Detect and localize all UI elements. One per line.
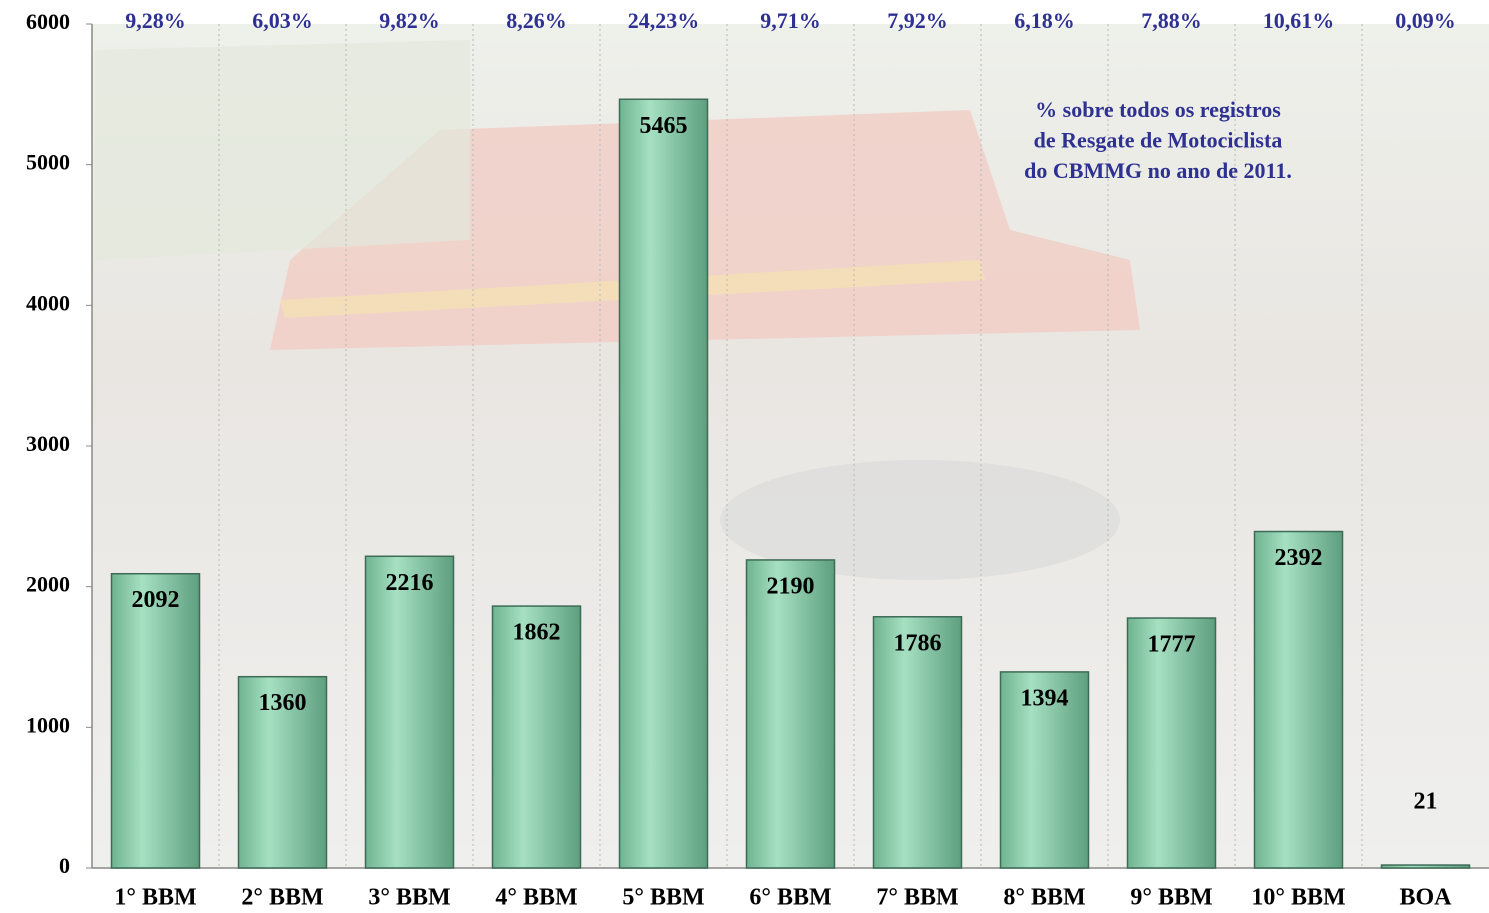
value-label: 1862 bbox=[513, 620, 561, 646]
value-label: 2190 bbox=[767, 573, 815, 599]
percent-label: 10,61% bbox=[1263, 8, 1335, 33]
annotation: do CBMMG no ano de 2011. bbox=[1024, 158, 1292, 183]
value-label: 21 bbox=[1414, 789, 1438, 815]
bar bbox=[364, 555, 455, 869]
annotation: % sobre todos os registros bbox=[1035, 97, 1281, 122]
bar bbox=[1253, 530, 1344, 869]
x-tick-label: BOA bbox=[1399, 885, 1452, 911]
percent-label: 0,09% bbox=[1395, 8, 1456, 33]
bar bbox=[745, 559, 836, 869]
x-tick-label: 1° BBM bbox=[114, 885, 196, 911]
bar bbox=[110, 572, 201, 869]
percent-label: 9,82% bbox=[379, 8, 440, 33]
percent-label: 7,92% bbox=[887, 8, 948, 33]
y-tick-label: 3000 bbox=[26, 431, 70, 456]
y-tick-label: 5000 bbox=[26, 150, 70, 175]
x-tick-label: 3° BBM bbox=[368, 885, 450, 911]
percent-label: 9,71% bbox=[760, 8, 821, 33]
bar bbox=[1126, 617, 1217, 869]
value-label: 1360 bbox=[259, 690, 307, 716]
percent-label: 8,26% bbox=[506, 8, 567, 33]
bar bbox=[237, 675, 328, 869]
bar bbox=[618, 98, 709, 869]
y-tick-label: 0 bbox=[59, 853, 70, 878]
bar bbox=[999, 671, 1090, 869]
y-tick-label: 4000 bbox=[26, 290, 70, 315]
x-tick-label: 5° BBM bbox=[622, 885, 704, 911]
x-tick-label: 4° BBM bbox=[495, 885, 577, 911]
percent-label: 24,23% bbox=[628, 8, 700, 33]
photo-trees bbox=[95, 40, 470, 260]
photo-motorcycle bbox=[720, 460, 1120, 580]
y-tick-label: 2000 bbox=[26, 572, 70, 597]
value-label: 2216 bbox=[386, 570, 434, 596]
annotation: de Resgate de Motociclista bbox=[1034, 128, 1283, 153]
bar bbox=[1380, 864, 1471, 869]
y-tick-label: 1000 bbox=[26, 712, 70, 737]
y-tick-label: 6000 bbox=[26, 9, 70, 34]
bar bbox=[872, 616, 963, 869]
value-label: 1394 bbox=[1021, 685, 1069, 711]
x-tick-label: 10° BBM bbox=[1251, 885, 1345, 911]
value-label: 2392 bbox=[1275, 545, 1323, 571]
x-tick-label: 6° BBM bbox=[749, 885, 831, 911]
percent-label: 6,03% bbox=[252, 8, 313, 33]
percent-label: 9,28% bbox=[125, 8, 186, 33]
value-label: 5465 bbox=[640, 113, 688, 139]
value-label: 1786 bbox=[894, 630, 942, 656]
percent-label: 6,18% bbox=[1014, 8, 1075, 33]
value-label: 2092 bbox=[132, 587, 180, 613]
bar bbox=[491, 605, 582, 869]
x-tick-label: 9° BBM bbox=[1130, 885, 1212, 911]
x-tick-label: 2° BBM bbox=[241, 885, 323, 911]
percent-label: 7,88% bbox=[1141, 8, 1202, 33]
value-label: 1777 bbox=[1148, 632, 1196, 658]
x-tick-label: 8° BBM bbox=[1003, 885, 1085, 911]
x-tick-label: 7° BBM bbox=[876, 885, 958, 911]
